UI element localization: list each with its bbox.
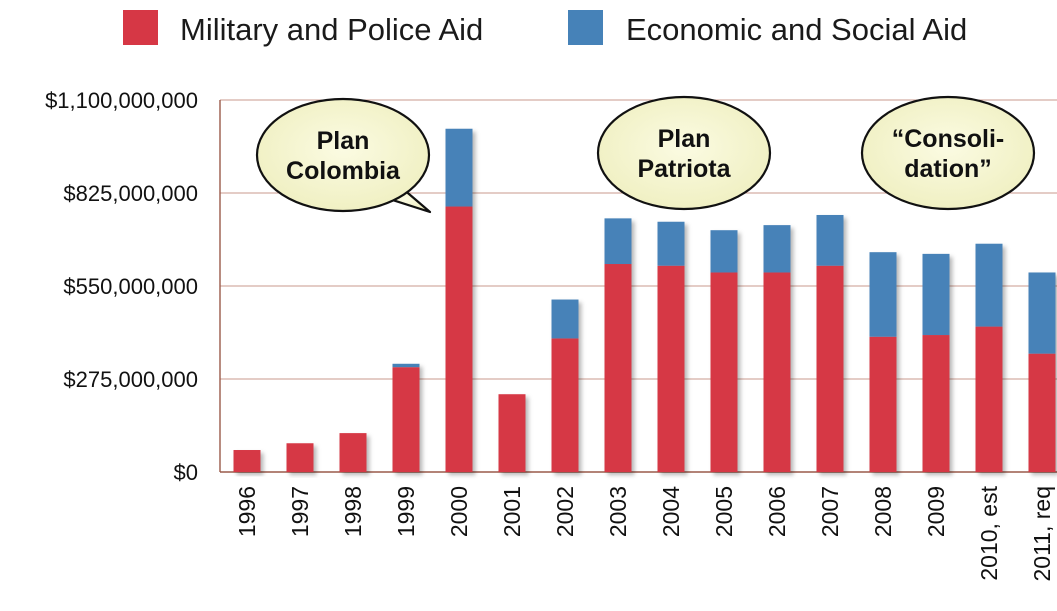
bubble-shape bbox=[860, 95, 1036, 211]
y-tick-label: $825,000,000 bbox=[63, 181, 198, 206]
bubble-text-line: Plan bbox=[658, 125, 711, 153]
bar-stack-2006 bbox=[763, 225, 791, 472]
bars bbox=[233, 128, 1056, 472]
bar-military-and-police-aid-2007 bbox=[816, 265, 844, 472]
x-category-label: 1998 bbox=[340, 486, 366, 537]
x-category-label: 1996 bbox=[234, 486, 260, 537]
bubble-text-line: dation” bbox=[904, 155, 992, 183]
bubble-seam bbox=[378, 172, 399, 188]
bar-military-and-police-aid-2001 bbox=[498, 394, 526, 472]
bar-military-and-police-aid-1998 bbox=[339, 433, 367, 472]
bubble-text-line: “Consoli- bbox=[892, 125, 1005, 153]
bubble-text-line: Colombia bbox=[286, 157, 401, 185]
y-tick-label: $1,100,000,000 bbox=[45, 88, 198, 113]
bar-stack-1999 bbox=[392, 363, 420, 472]
bar-military-and-police-aid-2003 bbox=[604, 264, 632, 472]
bar-military-and-police-aid-1996 bbox=[233, 450, 261, 472]
bar-military-and-police-aid-2011-req bbox=[1028, 353, 1056, 472]
bar-stack-2008 bbox=[869, 252, 897, 472]
bar-economic-and-social-aid-2010-est bbox=[975, 243, 1003, 327]
x-category-label: 2006 bbox=[764, 486, 790, 537]
bar-military-and-police-aid-1999 bbox=[392, 367, 420, 472]
bar-economic-and-social-aid-2008 bbox=[869, 252, 897, 337]
bar-military-and-police-aid-2004 bbox=[657, 265, 685, 472]
bar-military-and-police-aid-2009 bbox=[922, 335, 950, 472]
bar-military-and-police-aid-2008 bbox=[869, 336, 897, 472]
bubble-shape bbox=[596, 95, 772, 211]
x-category-label: 2008 bbox=[870, 486, 896, 537]
bar-stack-2004 bbox=[657, 221, 685, 472]
bar-economic-and-social-aid-2011-req bbox=[1028, 272, 1056, 354]
x-category-label: 2001 bbox=[499, 486, 525, 537]
x-category-label: 2002 bbox=[552, 486, 578, 537]
y-tick-label: $275,000,000 bbox=[63, 367, 198, 392]
x-category-label: 2007 bbox=[817, 486, 843, 537]
bar-military-and-police-aid-2002 bbox=[551, 338, 579, 472]
bar-economic-and-social-aid-2006 bbox=[763, 225, 791, 273]
bar-stack-1996 bbox=[233, 450, 261, 472]
bar-stack-2001 bbox=[498, 394, 526, 472]
x-category-label: 2011, req bbox=[1029, 486, 1055, 581]
legend-label-military-and-police-aid: Military and Police Aid bbox=[180, 12, 483, 47]
bar-stack-2007 bbox=[816, 214, 844, 472]
legend: Military and Police Aid Economic and Soci… bbox=[123, 10, 967, 47]
bar-economic-and-social-aid-1999 bbox=[392, 363, 420, 368]
x-category-label: 1997 bbox=[287, 486, 313, 537]
x-category-label: 2005 bbox=[711, 486, 737, 537]
bubble-shape bbox=[255, 97, 431, 213]
bar-stack-2003 bbox=[604, 218, 632, 472]
y-axis-tick-labels: $0 $275,000,000 $550,000,000 $825,000,000 $1… bbox=[45, 88, 198, 485]
bar-economic-and-social-aid-2003 bbox=[604, 218, 632, 265]
bar-stack-2000 bbox=[445, 128, 473, 472]
bar-stack-2005 bbox=[710, 230, 738, 472]
bar-stack-2011-req bbox=[1028, 272, 1056, 472]
bar-military-and-police-aid-2005 bbox=[710, 272, 738, 472]
bar-economic-and-social-aid-2005 bbox=[710, 230, 738, 273]
bar-stack-2010-est bbox=[975, 243, 1003, 472]
bar-stack-2009 bbox=[922, 253, 950, 472]
x-category-label: 2000 bbox=[446, 486, 472, 537]
bar-economic-and-social-aid-2007 bbox=[816, 214, 844, 266]
bar-military-and-police-aid-1997 bbox=[286, 443, 314, 472]
bar-economic-and-social-aid-2000 bbox=[445, 128, 473, 207]
bubble-text-line: Plan bbox=[317, 127, 370, 155]
bar-military-and-police-aid-2010-est bbox=[975, 326, 1003, 472]
x-axis-category-labels: 1996 1997 1998 1999 2000 2001 2002 2003 2004 2005… bbox=[234, 485, 1055, 581]
x-category-label: 2004 bbox=[658, 486, 684, 537]
legend-label-economic-and-social-aid: Economic and Social Aid bbox=[626, 12, 967, 47]
bar-military-and-police-aid-2000 bbox=[445, 206, 473, 472]
bar-economic-and-social-aid-2009 bbox=[922, 253, 950, 336]
bar-economic-and-social-aid-2002 bbox=[551, 299, 579, 339]
legend-swatch-military-and-police-aid bbox=[123, 10, 158, 45]
bar-stack-1997 bbox=[286, 443, 314, 472]
annotation-bubble-consoli-dation: “Consoli-dation” bbox=[860, 95, 1036, 211]
x-category-label: 2009 bbox=[923, 486, 949, 537]
bar-stack-1998 bbox=[339, 433, 367, 472]
legend-swatch-economic-and-social-aid bbox=[568, 10, 603, 45]
x-category-label: 2010, est bbox=[976, 485, 1002, 580]
bar-military-and-police-aid-2006 bbox=[763, 272, 791, 472]
bar-economic-and-social-aid-2004 bbox=[657, 221, 685, 266]
x-category-label: 2003 bbox=[605, 486, 631, 537]
bar-stack-2002 bbox=[551, 299, 579, 472]
x-category-label: 1999 bbox=[393, 486, 419, 537]
y-tick-label: $0 bbox=[174, 460, 198, 485]
bubble-text-line: Patriota bbox=[637, 155, 731, 183]
y-tick-label: $550,000,000 bbox=[63, 274, 198, 299]
